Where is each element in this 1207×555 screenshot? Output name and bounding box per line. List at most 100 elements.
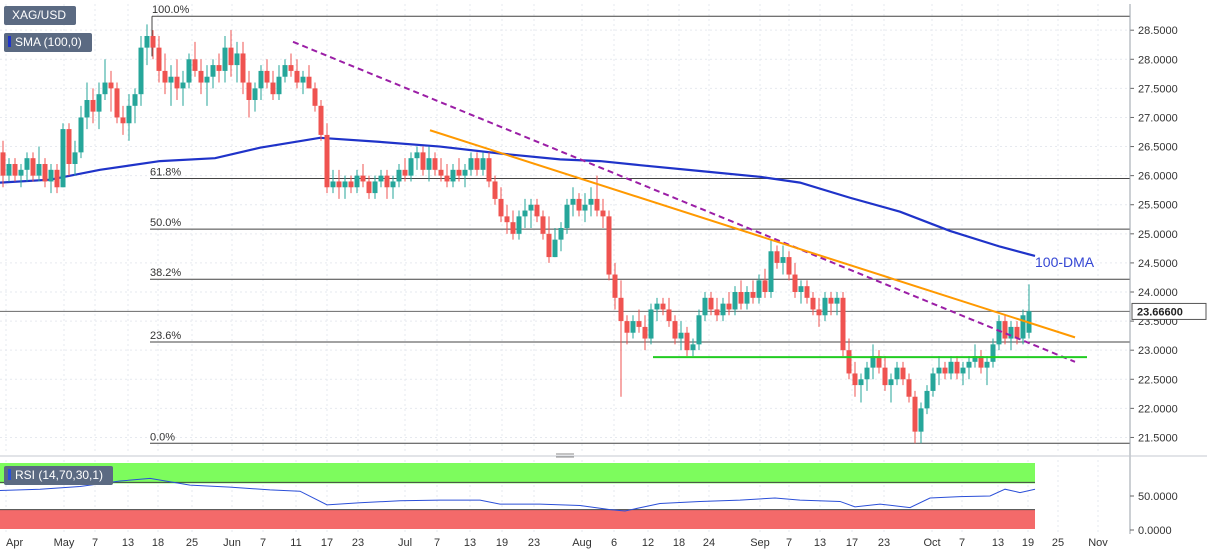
y-tick-label: 23.0000	[1138, 345, 1178, 357]
candle-up	[480, 158, 486, 170]
candle-down	[810, 297, 816, 310]
candle-up	[720, 303, 726, 316]
indicator-label: SMA (100,0)	[15, 35, 82, 49]
x-tick-label: 23	[528, 537, 540, 549]
candle-down	[900, 367, 906, 380]
candle-down	[912, 396, 918, 432]
candle-up	[588, 198, 594, 205]
candle-down	[762, 280, 768, 292]
candle-up	[96, 94, 102, 112]
fib-level-label: 0.0%	[150, 431, 175, 443]
candle-up	[516, 216, 522, 234]
candle-up	[948, 361, 954, 374]
candle-down	[672, 321, 678, 339]
x-tick-label: 13	[814, 537, 826, 549]
sma-100-line	[0, 136, 1036, 257]
candle-up	[570, 198, 576, 205]
candle-down	[12, 164, 18, 176]
x-tick-label: 12	[642, 537, 654, 549]
candle-down	[600, 210, 606, 217]
candle-down	[882, 367, 888, 386]
candle-down	[192, 59, 198, 71]
candle-up	[282, 65, 288, 77]
candle-up	[462, 169, 468, 176]
rsi-tick-label: 0.0000	[1138, 525, 1172, 537]
y-tick-label: 28.0000	[1138, 54, 1178, 66]
candle-up	[252, 88, 258, 100]
candle-down	[42, 164, 48, 182]
candle-down	[420, 152, 426, 170]
symbol-tag[interactable]: XAG/USD	[4, 6, 77, 25]
x-tick-label: 7	[786, 537, 792, 549]
candle-down	[852, 373, 858, 386]
sma-swatch-icon	[8, 36, 11, 47]
x-tick-label: 7	[260, 537, 266, 549]
candle-up	[258, 70, 264, 89]
candle-up	[222, 47, 228, 71]
candle-down	[828, 297, 834, 304]
candle-down	[246, 82, 252, 100]
x-tick-label: 11	[290, 537, 301, 549]
candle-up	[696, 315, 702, 345]
candle-down	[402, 169, 408, 176]
fib-level-label: 100.0%	[152, 4, 190, 16]
rsi-overbought-zone	[0, 463, 1035, 484]
candle-down	[816, 309, 822, 316]
candle-up	[990, 344, 996, 362]
candle-down	[366, 181, 372, 194]
y-tick-label: 26.5000	[1138, 142, 1178, 154]
candle-down	[846, 350, 852, 374]
x-tick-label: 19	[1022, 537, 1034, 549]
candle-up	[630, 321, 636, 333]
candle-down	[1014, 326, 1020, 339]
candle-down	[438, 169, 444, 176]
candle-down	[54, 169, 60, 188]
candle-down	[432, 158, 438, 170]
sma-line	[0, 136, 1036, 257]
candle-up	[564, 204, 570, 228]
x-tick-label: May	[54, 537, 75, 549]
candle-down	[324, 134, 330, 188]
candle-up	[48, 169, 54, 182]
candle-up	[552, 239, 558, 258]
candle-up	[1008, 326, 1014, 339]
candle-down	[198, 70, 204, 83]
candle-down	[294, 70, 300, 83]
candle-down	[636, 321, 642, 327]
candle-down	[318, 105, 324, 135]
candle-down	[114, 88, 120, 118]
rsi-tag[interactable]: RSI (14,70,30,1)	[4, 466, 114, 485]
x-tick-label: 18	[152, 537, 164, 549]
y-tick-label: 26.0000	[1138, 171, 1178, 183]
candle-up	[690, 344, 696, 351]
candle-down	[264, 70, 270, 83]
candle-down	[942, 367, 948, 374]
candle-down	[456, 169, 462, 176]
candle-down	[0, 152, 6, 176]
y-tick-label: 27.5000	[1138, 83, 1178, 95]
candle-up	[798, 286, 804, 292]
y-tick-label: 21.5000	[1138, 432, 1178, 444]
candle-up	[36, 164, 42, 176]
candle-up	[138, 47, 144, 95]
candle-down	[108, 82, 114, 89]
x-tick-label: 24	[703, 537, 715, 549]
fibonacci-levels: 100.0% 61.8% 50.0% 38.2% 23.6% 0.0%	[0, 4, 1130, 444]
indicator-tag[interactable]: SMA (100,0)	[4, 33, 92, 52]
rsi-line	[0, 477, 1036, 512]
candle-up	[24, 158, 30, 170]
fib-level-label: 38.2%	[150, 267, 181, 279]
rsi-oversold-zone	[0, 509, 1035, 529]
candle-up	[858, 379, 864, 386]
trendline-orange	[429, 129, 1076, 339]
candle-down	[504, 216, 510, 223]
candle-up	[78, 117, 84, 153]
x-tick-label: 7	[959, 537, 965, 549]
x-tick-label: Apr	[6, 537, 23, 549]
candle-down	[714, 309, 720, 316]
candle-up	[756, 280, 762, 298]
candle-down	[906, 379, 912, 397]
candle-up	[648, 309, 654, 339]
candle-up	[1020, 315, 1026, 339]
